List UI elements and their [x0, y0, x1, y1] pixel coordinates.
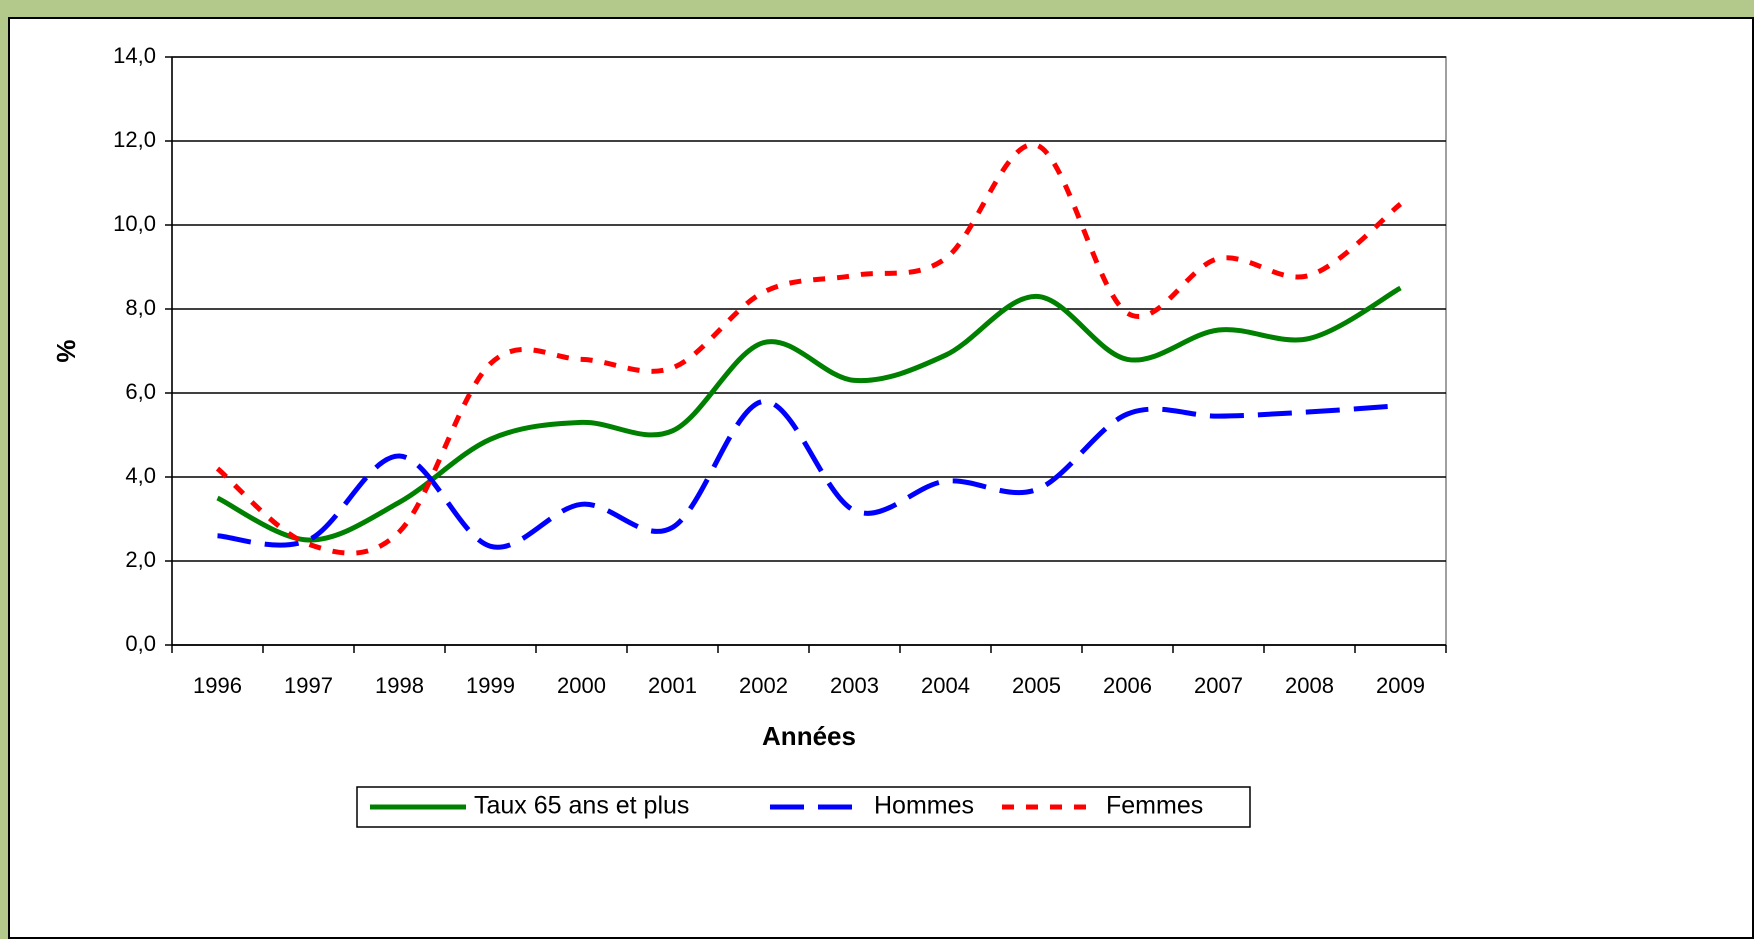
- x-tick-label: 2007: [1194, 673, 1243, 698]
- x-tick-label: 2003: [830, 673, 879, 698]
- legend-label: Hommes: [874, 792, 974, 820]
- series-line: [215, 142, 1403, 556]
- legend-label: Taux 65 ans et plus: [474, 792, 689, 820]
- y-tick-label: 12,0: [113, 127, 156, 152]
- x-tick-label: 2005: [1012, 673, 1061, 698]
- x-tick-label: 2002: [739, 673, 788, 698]
- y-tick-label: 14,0: [113, 43, 156, 68]
- series-line: [217, 398, 1401, 550]
- legend-label: Femmes: [1106, 792, 1203, 820]
- x-tick-label: 1997: [284, 673, 333, 698]
- y-tick-label: 8,0: [125, 295, 156, 320]
- x-tick-label: 1996: [193, 673, 242, 698]
- plot-area: [171, 56, 1447, 646]
- y-tick-label: 2,0: [125, 547, 156, 572]
- x-tick-label: 2000: [557, 673, 606, 698]
- x-tick-label: 1999: [466, 673, 515, 698]
- x-tick-label: 2008: [1285, 673, 1334, 698]
- x-axis-title: Années: [762, 721, 856, 751]
- x-tick-label: 2004: [921, 673, 970, 698]
- series-line: [216, 285, 1402, 543]
- y-tick-label: 10,0: [113, 211, 156, 236]
- x-tick-label: 1998: [375, 673, 424, 698]
- y-tick-label: 0,0: [125, 631, 156, 656]
- x-tick-label: 2009: [1376, 673, 1425, 698]
- x-tick-label: 2006: [1103, 673, 1152, 698]
- y-tick-label: 4,0: [125, 463, 156, 488]
- y-tick-label: 6,0: [125, 379, 156, 404]
- y-axis-title: %: [51, 339, 81, 362]
- x-tick-label: 2001: [648, 673, 697, 698]
